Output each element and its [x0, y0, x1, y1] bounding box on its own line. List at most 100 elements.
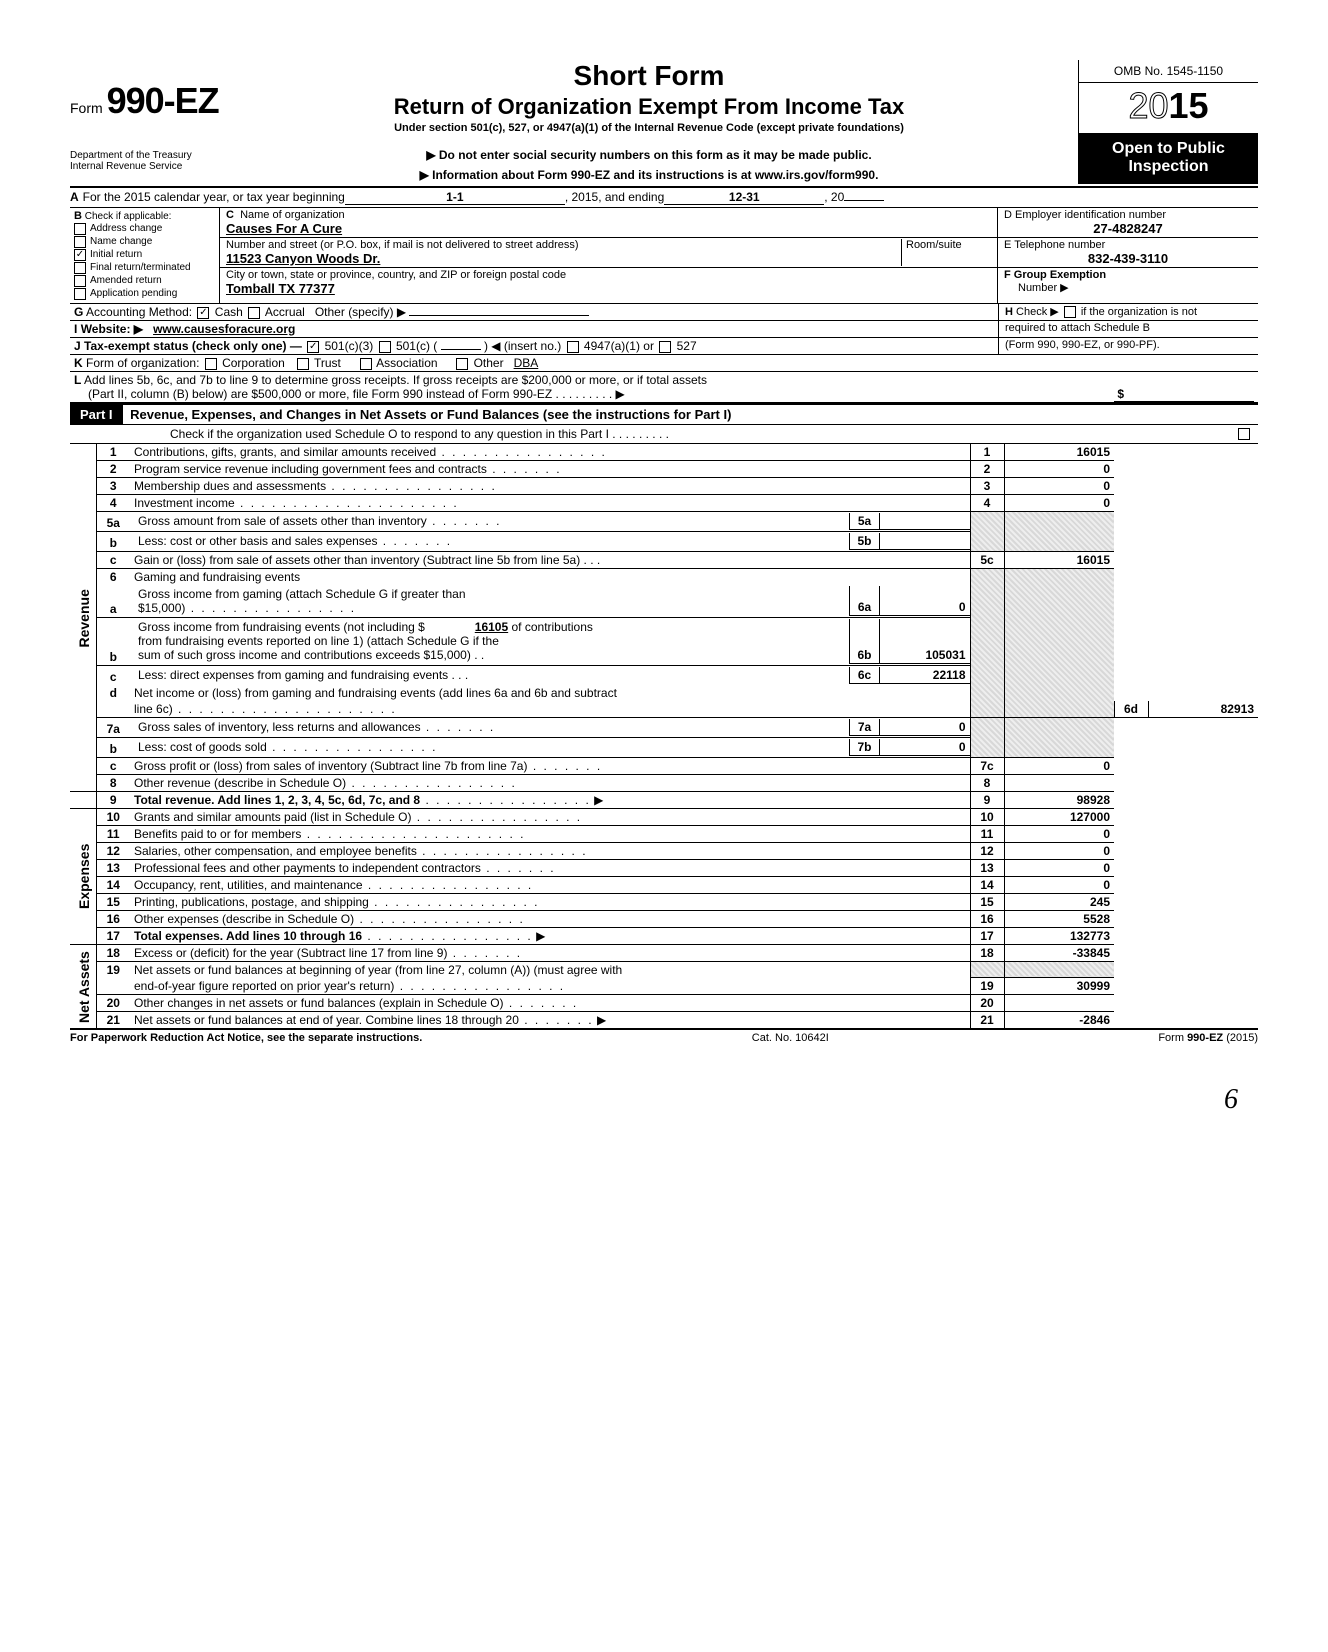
addr-label: Number and street (or P.O. box, if mail …	[226, 239, 579, 251]
row-gh: G Accounting Method: ✓ Cash Accrual Othe…	[70, 304, 1258, 321]
dept-line2: Internal Revenue Service	[70, 161, 220, 172]
row-g-text: Accounting Method:	[86, 305, 192, 319]
form-header: Form 990-EZ Department of the Treasury I…	[70, 60, 1258, 184]
row-k-label: K	[74, 356, 83, 370]
trust-label: Trust	[314, 356, 341, 370]
row-a-text3: , 20	[824, 190, 844, 204]
year-bold: 15	[1169, 85, 1209, 126]
row-l: L Add lines 5b, 6c, and 7b to line 9 to …	[70, 372, 1258, 403]
l16-desc: Other expenses (describe in Schedule O)	[134, 912, 354, 926]
schedule-b-checkbox[interactable]	[1064, 306, 1076, 318]
org-info-grid: B Check if applicable: Address changeNam…	[70, 208, 1258, 304]
form-number: 990-EZ	[107, 80, 219, 121]
omb-number: OMB No. 1545-1150	[1078, 60, 1258, 83]
l15-desc: Printing, publications, postage, and shi…	[134, 895, 369, 909]
l5a-amt	[880, 513, 970, 530]
row-a-text1: For the 2015 calendar year, or tax year …	[83, 190, 345, 204]
527-label: 527	[677, 339, 697, 353]
l13-amt: 0	[1004, 859, 1114, 876]
l4-amt: 0	[1004, 494, 1114, 511]
colb-checkbox[interactable]: ✓	[74, 249, 86, 261]
org-city: Tomball TX 77377	[226, 281, 335, 296]
accrual-checkbox[interactable]	[248, 307, 260, 319]
colb-item: ✓Initial return	[74, 249, 215, 261]
other-method-label: Other (specify) ▶	[315, 305, 406, 319]
col-b-label: B	[74, 210, 82, 222]
l8-amt	[1004, 774, 1114, 791]
l4-desc: Investment income	[134, 496, 235, 510]
corp-label: Corporation	[222, 356, 285, 370]
cash-checkbox[interactable]: ✓	[197, 307, 209, 319]
ein-label: D Employer identification number	[1004, 209, 1166, 221]
501c3-checkbox[interactable]: ✓	[307, 341, 319, 353]
l6c-desc: Less: direct expenses from gaming and fu…	[138, 668, 448, 682]
row-l-label: L	[74, 373, 81, 387]
form-label-block: Form 990-EZ Department of the Treasury I…	[70, 60, 220, 172]
colb-label: Amended return	[90, 275, 162, 286]
part1-sub-text: Check if the organization used Schedule …	[170, 427, 669, 441]
part1-title: Revenue, Expenses, and Changes in Net As…	[126, 407, 731, 422]
trust-checkbox[interactable]	[297, 358, 309, 370]
l17-amt: 132773	[1004, 927, 1114, 944]
part1-header: Part I Revenue, Expenses, and Changes in…	[70, 403, 1258, 425]
501c-checkbox[interactable]	[379, 341, 391, 353]
colb-checkbox[interactable]	[74, 236, 86, 248]
org-name: Causes For A Cure	[226, 221, 342, 236]
colb-checkbox[interactable]	[74, 262, 86, 274]
other-org-checkbox[interactable]	[456, 358, 468, 370]
l21-amt: -2846	[1004, 1012, 1114, 1030]
footer-right: Form 990-EZ (2015)	[1158, 1032, 1258, 1044]
l5c-desc: Gain or (loss) from sale of assets other…	[134, 553, 580, 567]
open-public: Open to Public Inspection	[1078, 134, 1258, 184]
l6a-d1: Gross income from gaming (attach Schedul…	[138, 587, 466, 601]
colb-checkbox[interactable]	[74, 288, 86, 300]
tax-year: 2015	[1078, 83, 1258, 134]
financial-table: Revenue 1Contributions, gifts, grants, a…	[70, 444, 1258, 1031]
open-line2: Inspection	[1079, 158, 1258, 176]
row-a-end: 12-31	[664, 190, 824, 205]
col-c: C Name of organization Causes For A Cure…	[220, 208, 998, 303]
group-exempt-label: F Group Exemption	[1004, 269, 1106, 281]
l6-desc: Gaming and fundraising events	[130, 568, 970, 585]
l19-amt: 30999	[1004, 978, 1114, 995]
side-netassets: Net Assets	[70, 944, 96, 1029]
l19-d2: end-of-year figure reported on prior yea…	[134, 979, 394, 993]
l7b-amt: 0	[880, 739, 970, 756]
l6d-d1: Net income or (loss) from gaming and fun…	[130, 685, 970, 701]
part1-sched-o-checkbox[interactable]	[1238, 428, 1250, 440]
row-g-label: G	[74, 305, 83, 319]
org-address: 11523 Canyon Woods Dr.	[226, 251, 380, 266]
colb-item: Address change	[74, 223, 215, 235]
assoc-checkbox[interactable]	[360, 358, 372, 370]
row-a-begin: 1-1	[345, 190, 565, 205]
part1-sub: Check if the organization used Schedule …	[70, 425, 1258, 444]
l6d-d2: line 6c)	[134, 702, 173, 716]
l17-desc: Total expenses. Add lines 10 through 16	[134, 929, 362, 943]
row-k: K Form of organization: Corporation Trus…	[70, 355, 1258, 372]
colb-item: Final return/terminated	[74, 262, 215, 274]
phone-value: 832-439-3110	[1004, 251, 1252, 266]
colb-checkbox[interactable]	[74, 275, 86, 287]
row-j-label: J	[74, 339, 81, 353]
form-prefix: Form	[70, 100, 103, 116]
org-name-label: Name of organization	[240, 209, 345, 221]
l12-desc: Salaries, other compensation, and employ…	[134, 844, 417, 858]
colb-checkbox[interactable]	[74, 223, 86, 235]
page-footer: For Paperwork Reduction Act Notice, see …	[70, 1032, 1258, 1044]
l5c-amt: 16015	[1004, 551, 1114, 568]
colb-label: Final return/terminated	[90, 262, 191, 273]
group-exempt-number: Number ▶	[1004, 282, 1069, 294]
l10-amt: 127000	[1004, 808, 1114, 825]
527-checkbox[interactable]	[659, 341, 671, 353]
l2-amt: 0	[1004, 460, 1114, 477]
l11-amt: 0	[1004, 825, 1114, 842]
row-h-check: Check ▶	[1016, 306, 1059, 318]
cash-label: Cash	[215, 305, 243, 319]
footer-left: For Paperwork Reduction Act Notice, see …	[70, 1032, 422, 1044]
4947-checkbox[interactable]	[567, 341, 579, 353]
colb-label: Address change	[90, 223, 162, 234]
row-j-text: Tax-exempt status (check only one) —	[84, 339, 302, 353]
corp-checkbox[interactable]	[205, 358, 217, 370]
l13-desc: Professional fees and other payments to …	[134, 861, 481, 875]
title-sub: Return of Organization Exempt From Incom…	[228, 94, 1070, 120]
